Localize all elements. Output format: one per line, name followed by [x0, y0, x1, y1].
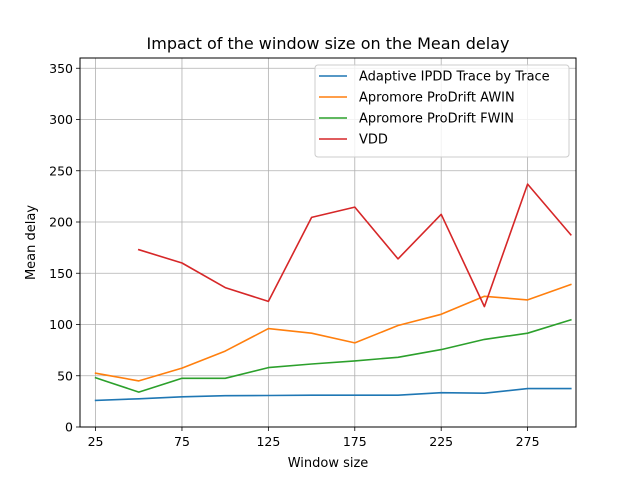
- legend-label: VDD: [359, 133, 388, 148]
- y-tick-label: 50: [57, 368, 73, 383]
- x-tick-label: 225: [429, 434, 453, 449]
- y-tick-label: 200: [49, 215, 73, 230]
- y-tick-label: 150: [49, 266, 73, 281]
- series-line-4: [137, 183, 572, 308]
- x-tick-label: 175: [343, 434, 367, 449]
- plot-frame: [79, 57, 577, 428]
- x-tick-label: 25: [88, 434, 104, 449]
- y-tick-label: 300: [49, 112, 73, 127]
- series-line-3: [94, 318, 572, 393]
- legend: Adaptive IPDD Trace by Trace Apromore Pro…: [314, 64, 570, 158]
- y-tick-label: 250: [49, 163, 73, 178]
- y-axis-label: Mean delay: [24, 205, 39, 280]
- x-axis-label: Window size: [288, 456, 369, 471]
- y-tick-label: 350: [49, 61, 73, 76]
- legend-label: Apromore ProDrift FWIN: [359, 112, 514, 127]
- series-line-2: [94, 283, 572, 382]
- tick-layer: 25 75 125 175 225 275 0 50 100 150 200 250 300 350: [49, 61, 539, 449]
- chart-title: Impact of the window size on the Mean de…: [147, 34, 510, 53]
- x-tick-label: 275: [516, 434, 540, 449]
- legend-label: Apromore ProDrift AWIN: [359, 91, 515, 106]
- series-line-1: [94, 387, 572, 402]
- legend-label: Adaptive IPDD Trace by Trace: [359, 70, 550, 85]
- y-tick-label: 0: [65, 420, 73, 435]
- legend-box: [314, 64, 570, 158]
- x-tick-label: 125: [256, 434, 280, 449]
- series-layer: [94, 183, 572, 402]
- y-tick-label: 100: [49, 317, 73, 332]
- x-tick-label: 75: [174, 434, 190, 449]
